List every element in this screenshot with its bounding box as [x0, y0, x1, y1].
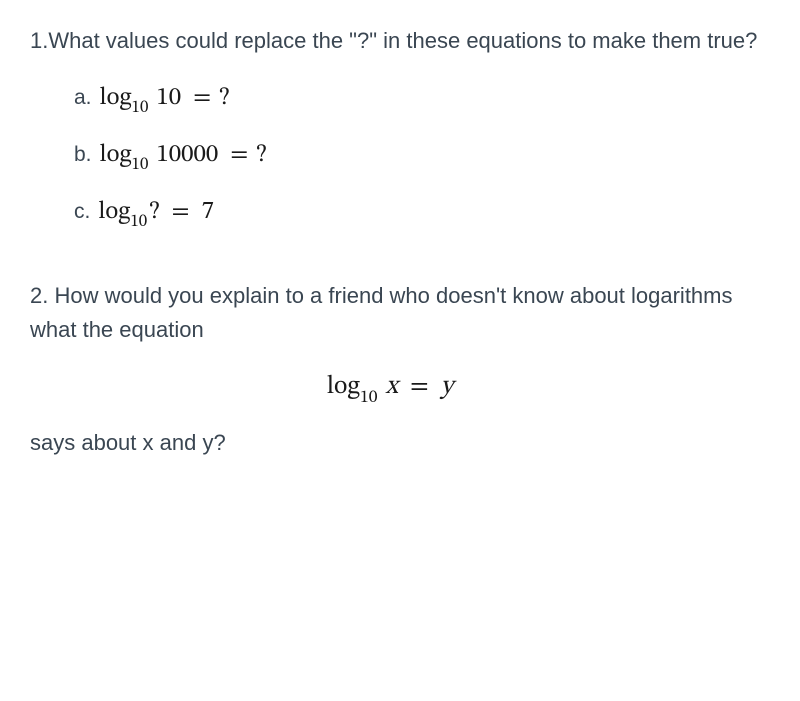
log-word: log [100, 142, 132, 167]
math-expression: log1010=? [100, 82, 230, 117]
math-expression: log10 10000 =? [100, 139, 267, 174]
log-base: 10 [132, 100, 149, 117]
log-arg: 10000 [156, 142, 218, 167]
rhs: y [441, 374, 454, 400]
equals-sign: = [230, 142, 248, 167]
equals-sign: = [193, 85, 211, 110]
equals-sign: = [410, 374, 429, 400]
log-arg: 10 [156, 85, 181, 110]
log-word: log [327, 374, 360, 400]
equals-sign: = [172, 199, 190, 224]
item-label: b. [74, 143, 92, 167]
question-2: 2. How would you explain to a friend who… [30, 279, 770, 460]
q1-sub-items: a. log1010=? b. log1010000=? c. log10?=7 [30, 82, 770, 231]
log-word: log [98, 199, 130, 224]
log-base: 10 [132, 157, 149, 174]
q1-intro: 1.What values could replace the "?" in t… [30, 24, 770, 58]
item-label: a. [74, 86, 92, 110]
q1-item-a: a. log1010=? [74, 82, 770, 117]
q1-item-b: b. log10 10000 =? [74, 139, 770, 174]
rhs: 7 [202, 199, 214, 224]
log-arg: ? [149, 199, 159, 224]
q1-item-c: c. log10? = 7 [74, 196, 770, 231]
log-base: 10 [130, 214, 147, 231]
log-word: log [100, 85, 132, 110]
q2-intro: 2. How would you explain to a friend who… [30, 279, 770, 347]
q2-equation: log10 x = y [10, 371, 770, 406]
question-1: 1.What values could replace the "?" in t… [30, 24, 770, 231]
math-expression: log10? = 7 [98, 196, 214, 231]
q2-outro: says about x and y? [30, 426, 770, 460]
math-expression: log10x=y [327, 374, 454, 400]
rhs: ? [219, 85, 229, 110]
item-label: c. [74, 200, 90, 224]
rhs: ? [256, 142, 266, 167]
log-arg: x [386, 374, 398, 400]
log-base: 10 [360, 390, 378, 407]
